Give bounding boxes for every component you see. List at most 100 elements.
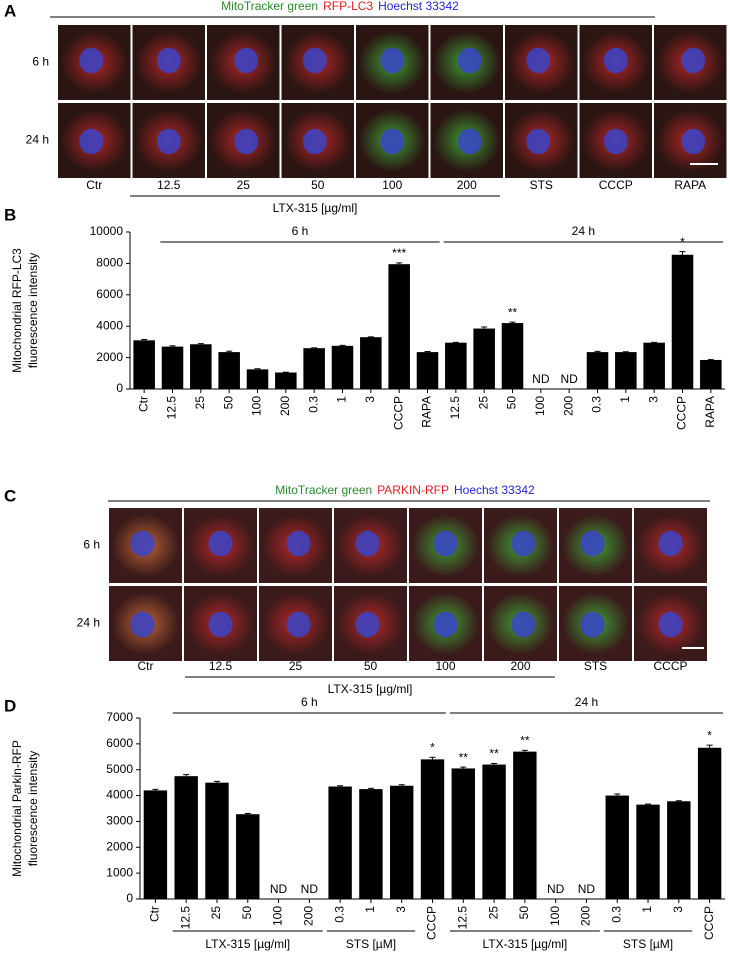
stain-label: Hoechst 33342	[378, 0, 459, 13]
significance: *	[430, 740, 435, 754]
y-tick-label: 0	[116, 381, 123, 395]
nucleus	[580, 611, 605, 638]
nucleus	[234, 47, 259, 74]
nucleus	[234, 128, 259, 155]
row-label: 24 h	[77, 616, 100, 630]
significance: **	[459, 750, 469, 764]
x-tick-label: 1	[363, 906, 377, 913]
bar	[643, 342, 665, 389]
y-tick-label: 8000	[96, 256, 123, 270]
bar	[416, 352, 439, 389]
bar	[161, 346, 184, 389]
x-tick-label: 200	[302, 906, 316, 926]
column-label: 12.5	[157, 178, 181, 192]
x-tick-label: RAPA	[420, 396, 434, 428]
bar	[303, 348, 325, 389]
nucleus	[208, 530, 233, 557]
value-label: ND	[547, 882, 565, 896]
bar	[473, 328, 495, 389]
x-tick-label: Ctr	[148, 906, 162, 922]
stain-label: Hoechst 33342	[454, 483, 535, 497]
y-tick-label: 6000	[96, 287, 123, 301]
column-label: CCCP	[653, 659, 687, 673]
nucleus	[457, 47, 482, 74]
bar	[388, 264, 410, 389]
bar	[420, 759, 445, 899]
column-label: Ctr	[138, 659, 154, 673]
x-tick-label: Ctr	[136, 396, 150, 412]
stain-label: RFP-LC3	[323, 0, 373, 13]
bar	[390, 785, 414, 899]
bar	[451, 768, 475, 899]
column-label: 200	[457, 178, 477, 192]
x-tick-label: 100	[533, 396, 547, 416]
x-tick-label: 25	[486, 906, 500, 920]
nucleus	[130, 530, 155, 557]
group-label: 6 h	[292, 224, 309, 238]
column-label: 200	[510, 659, 530, 673]
value-label: ND	[270, 882, 288, 896]
column-label: STS	[530, 178, 553, 192]
y-axis-label: fluorescence intensity	[26, 253, 40, 368]
bar	[636, 804, 660, 899]
nucleus	[603, 47, 628, 74]
stain-title: MitoTracker green PARKIN-RFP Hoechst 33342	[275, 483, 535, 497]
bar	[667, 801, 691, 899]
group-label: LTX-315 [µg/ml]	[483, 937, 568, 951]
x-tick-label: 200	[278, 396, 292, 416]
column-label: CCCP	[599, 178, 633, 192]
column-label: STS	[584, 659, 607, 673]
x-tick-label: 50	[517, 906, 531, 920]
y-tick-label: 10000	[90, 224, 124, 238]
x-tick-label: 12.5	[455, 906, 469, 930]
nucleus	[457, 128, 482, 155]
nucleus	[79, 47, 104, 74]
y-tick-label: 4000	[96, 318, 123, 332]
bar	[246, 369, 269, 389]
y-tick-label: 0	[126, 891, 133, 905]
column-label: 50	[364, 659, 378, 673]
column-label: 25	[237, 178, 251, 192]
x-tick-label: 0.3	[609, 906, 623, 923]
significance: **	[520, 733, 530, 747]
nucleus	[433, 530, 458, 557]
x-tick-label: 12.5	[178, 906, 192, 930]
bar	[236, 814, 260, 899]
x-tick-label: 3	[646, 396, 660, 403]
nucleus	[156, 128, 181, 155]
x-tick-label: 1	[640, 906, 654, 913]
group-label: 24 h	[575, 695, 598, 709]
x-tick-label: 50	[505, 396, 519, 410]
x-tick-label: CCCP	[425, 906, 439, 940]
y-tick-label: 1000	[106, 865, 133, 879]
group-label: LTX-315 [µg/ml]	[328, 682, 413, 696]
y-tick-label: 2000	[106, 839, 133, 853]
bar	[174, 776, 198, 899]
column-label: 100	[435, 659, 455, 673]
significance: *	[680, 235, 685, 249]
x-tick-label: CCCP	[702, 906, 716, 940]
x-tick-label: 3	[394, 906, 408, 913]
x-tick-label: 0.3	[590, 396, 604, 413]
nucleus	[681, 128, 706, 155]
nucleus	[526, 128, 551, 155]
y-tick-label: 4000	[106, 788, 133, 802]
x-tick-label: 0.3	[306, 396, 320, 413]
x-tick-label: 200	[561, 396, 575, 416]
stain-title: MitoTracker green RFP-LC3 Hoechst 33342	[221, 0, 459, 13]
column-label: 50	[311, 178, 325, 192]
y-axis-label: Mitochondrial Parkin-RFP	[10, 740, 24, 877]
group-label: LTX-315 [µg/ml]	[273, 201, 358, 215]
bar	[205, 782, 229, 899]
x-tick-label: 100	[250, 396, 264, 416]
nucleus	[208, 611, 233, 638]
bar	[671, 254, 694, 389]
significance: *	[707, 728, 712, 742]
bar	[615, 352, 637, 389]
row-label: 6 h	[32, 55, 49, 69]
nucleus	[79, 128, 104, 155]
nucleus	[286, 611, 311, 638]
significance: **	[508, 305, 518, 319]
nucleus	[156, 47, 181, 74]
bar	[218, 352, 240, 389]
